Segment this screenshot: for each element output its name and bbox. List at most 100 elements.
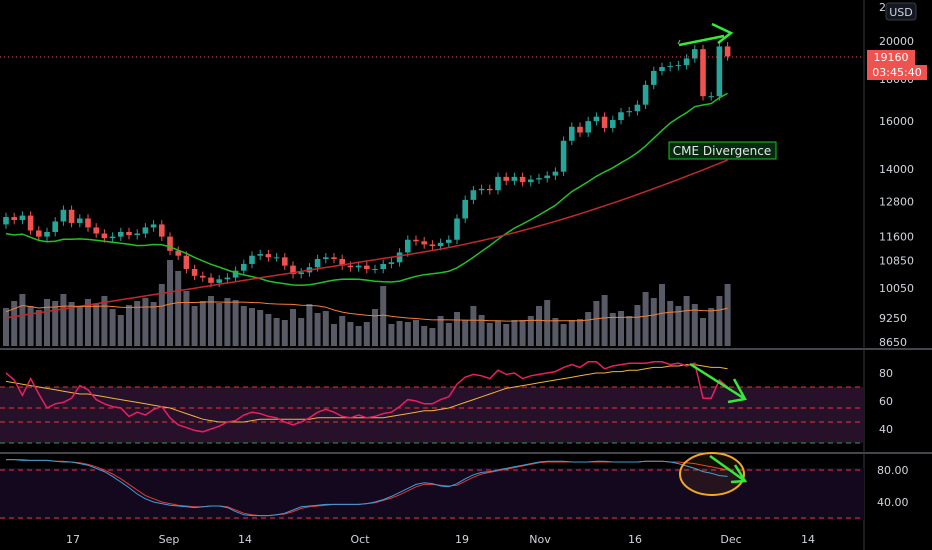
candle-body [290,265,296,275]
candle-body [405,239,411,253]
candle-body [388,262,395,264]
candle-body [159,224,165,237]
volume-bar [462,320,469,346]
candle-body [347,265,354,268]
volume-bar [568,320,575,346]
candle-body [118,232,124,237]
ma-fast-line [5,92,728,287]
countdown-tag [867,65,927,80]
rsi-line [5,361,729,433]
candle-body [536,178,542,180]
volume-bar [60,294,67,346]
volume-bar [429,328,436,346]
candle-body [511,176,518,181]
volume-bar [601,295,608,346]
volume-bar [142,298,149,346]
candle-body [93,227,99,234]
candle-body [175,250,181,256]
volume-bar [339,316,346,346]
volume-bar [724,284,731,346]
candle-body [257,254,263,256]
highlight-ellipse [679,452,745,496]
volume-bar [126,305,132,346]
volume-bar [208,296,214,346]
candle-body [552,171,559,176]
countdown-value: 03:45:40 [872,66,921,79]
volume-bar [708,308,715,346]
volume-bar [650,298,657,346]
drawings [677,22,748,496]
volume-bar [265,314,272,346]
rsi-band [0,387,864,443]
volume-bar [716,296,723,346]
candle-body [150,224,157,228]
volume-bar [519,320,526,346]
candle-body [364,265,370,269]
volume-bar [388,324,395,346]
candle-body [495,176,501,191]
candle-body [651,70,657,85]
candle-body [716,46,723,97]
candle-body [19,215,26,220]
arrow-price-tick [677,39,681,45]
price-axis-tick: 10850 [879,255,914,268]
time-axis-tick: Nov [529,533,551,546]
candle-body [265,254,272,258]
candle-body [396,252,403,263]
volume-bar [68,302,75,346]
volume-bar [560,324,567,346]
volume-bar [544,300,551,346]
osc-axis-tick: 80.00 [877,464,909,477]
arrow-osc-head [730,464,748,484]
oscillator-panel: 80.00 40.00 [0,459,909,519]
volume-bar [495,321,501,346]
volume-bar [437,316,444,346]
candle-body [85,218,91,228]
candle-body [232,270,239,278]
candle-body [191,268,198,276]
volume-bar [216,303,223,346]
price-axis-tick: 8650 [879,336,907,349]
candle-body [454,218,460,240]
candle-body [593,116,600,122]
rsi-panel: 80 60 40 [0,361,893,444]
volume-bar [167,260,173,346]
volume-bar [445,323,452,346]
volume-bar [421,326,428,346]
volume-bar [109,309,116,346]
candle-body [27,215,34,231]
volume-bar [355,326,362,346]
rsi-axis-tick: 40 [879,423,893,436]
volume-bar [3,308,9,346]
candle-body [331,257,337,259]
candle-body [134,233,140,236]
volume-bar [404,322,411,346]
candle-body [569,126,575,141]
price-axis-tick: 10050 [879,282,914,295]
candle-body [298,272,304,275]
volume-bar [134,301,141,346]
candle-body [462,199,468,219]
time-axis-tick: 16 [628,533,642,546]
candle-body [68,209,75,223]
price-axis-tick: 14000 [879,163,914,176]
volume-bar [527,316,534,346]
time-axis-tick: 19 [455,533,469,546]
volume-bar [396,321,403,346]
currency-toggle[interactable] [885,2,917,21]
volume-bar [593,301,600,346]
rsi-axis-tick: 80 [879,367,893,380]
annotation-box[interactable] [668,141,777,160]
price-axis-tick: 20000 [879,35,914,48]
annotation-text[interactable]: CME Divergence [673,144,772,158]
volume-bar [577,319,583,346]
volume-bars [3,260,731,346]
candle-body [273,257,280,259]
currency-label[interactable]: USD [889,6,913,19]
candle-body [700,49,706,97]
time-axis-tick: 17 [66,533,80,546]
rsi-axis-tick: 60 [879,395,893,408]
volume-bar [199,301,206,346]
